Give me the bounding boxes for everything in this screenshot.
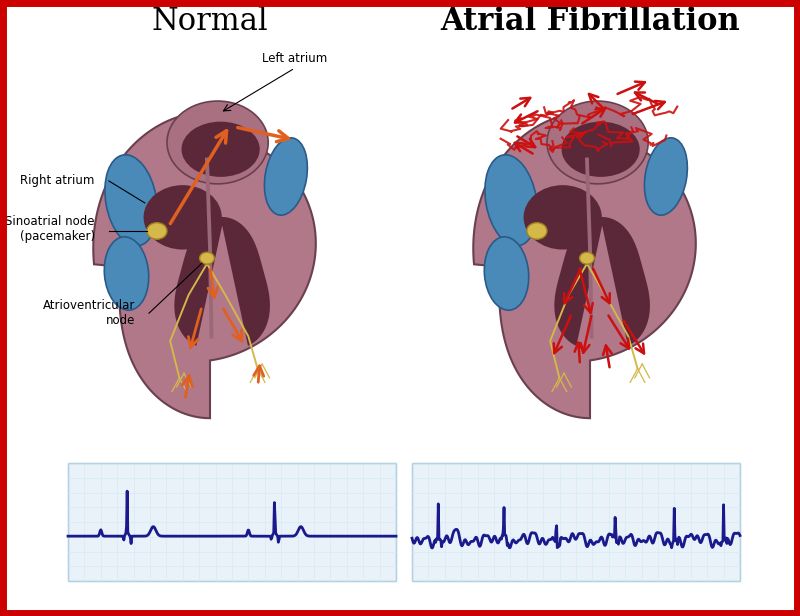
Ellipse shape [105, 155, 158, 246]
FancyBboxPatch shape [412, 463, 740, 581]
Ellipse shape [167, 101, 268, 184]
Text: Right atrium: Right atrium [21, 174, 95, 187]
Ellipse shape [523, 185, 602, 249]
Ellipse shape [547, 101, 648, 184]
Text: Atrial Fibrillation: Atrial Fibrillation [440, 7, 740, 38]
Ellipse shape [200, 252, 214, 264]
Polygon shape [474, 112, 696, 418]
Ellipse shape [146, 222, 167, 239]
Text: Sinoatrial node
(pacemaker): Sinoatrial node (pacemaker) [6, 215, 95, 243]
Ellipse shape [143, 185, 222, 249]
Ellipse shape [580, 252, 594, 264]
Ellipse shape [645, 138, 687, 215]
Polygon shape [94, 112, 316, 418]
Text: Normal: Normal [152, 7, 268, 38]
Ellipse shape [484, 237, 529, 310]
Ellipse shape [265, 138, 307, 215]
Ellipse shape [485, 155, 538, 246]
Ellipse shape [562, 122, 640, 177]
Text: Atrioventricular
node: Atrioventricular node [42, 299, 135, 327]
Ellipse shape [526, 222, 547, 239]
Polygon shape [174, 217, 270, 346]
Polygon shape [554, 217, 650, 346]
Text: Left atrium: Left atrium [262, 52, 328, 65]
Ellipse shape [104, 237, 149, 310]
FancyBboxPatch shape [68, 463, 396, 581]
Ellipse shape [182, 122, 260, 177]
